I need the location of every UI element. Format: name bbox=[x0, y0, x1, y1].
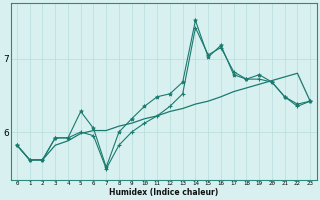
X-axis label: Humidex (Indice chaleur): Humidex (Indice chaleur) bbox=[109, 188, 218, 197]
